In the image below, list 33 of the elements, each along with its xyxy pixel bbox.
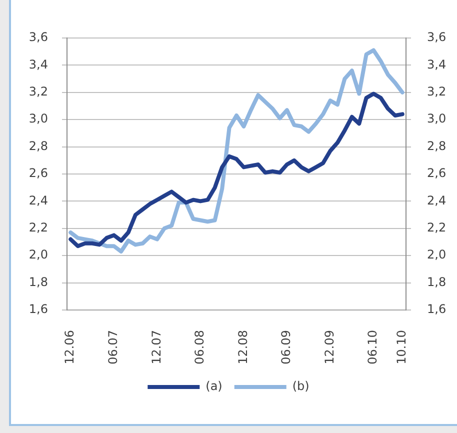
y-tick-label: 1,8 [28, 274, 48, 289]
x-tick-label: 10.10 [394, 330, 409, 364]
y-tick-label: 2,0 [28, 248, 48, 262]
x-tick-label: 06.10 [366, 330, 380, 364]
y2-tick-label: 3,0 [427, 112, 446, 126]
x-tick-label: 12.08 [236, 330, 250, 364]
x-tick-label: 12.06 [62, 330, 77, 364]
x-tick-label: 12.07 [149, 330, 164, 364]
y2-tick-label: 3,4 [427, 57, 446, 72]
y2-tick-label: 2,2 [427, 220, 446, 235]
y-tick-label: 2,2 [28, 220, 48, 235]
y-tick-label: 3,0 [28, 112, 48, 126]
y2-tick-label: 1,8 [427, 274, 446, 289]
y-tick-label: 1,6 [28, 302, 48, 316]
x-tick-label: 12.09 [322, 330, 336, 364]
y-tick-label: 2,8 [28, 138, 48, 153]
legend-label: (a) [206, 379, 222, 394]
y2-tick-label: 1,6 [427, 302, 446, 316]
x-tick-label: 06.08 [192, 330, 207, 364]
y-tick-label: 3,4 [28, 57, 48, 72]
y2-tick-label: 3,2 [427, 84, 446, 99]
y2-tick-label: 2,4 [427, 193, 446, 208]
y-tick-label: 2,4 [28, 193, 48, 208]
y-tick-label: 3,6 [28, 30, 48, 44]
x-tick-label: 06.09 [279, 330, 294, 364]
legend-label: (b) [292, 379, 310, 394]
y2-tick-label: 2,0 [427, 248, 446, 262]
y-tick-label: 2,6 [28, 166, 48, 180]
y2-tick-label: 2,8 [427, 138, 446, 153]
y-tick-label: 3,2 [28, 84, 48, 99]
y2-tick-label: 2,6 [427, 166, 446, 180]
x-tick-label: 06.07 [106, 330, 120, 364]
y2-tick-label: 3,6 [427, 30, 446, 44]
